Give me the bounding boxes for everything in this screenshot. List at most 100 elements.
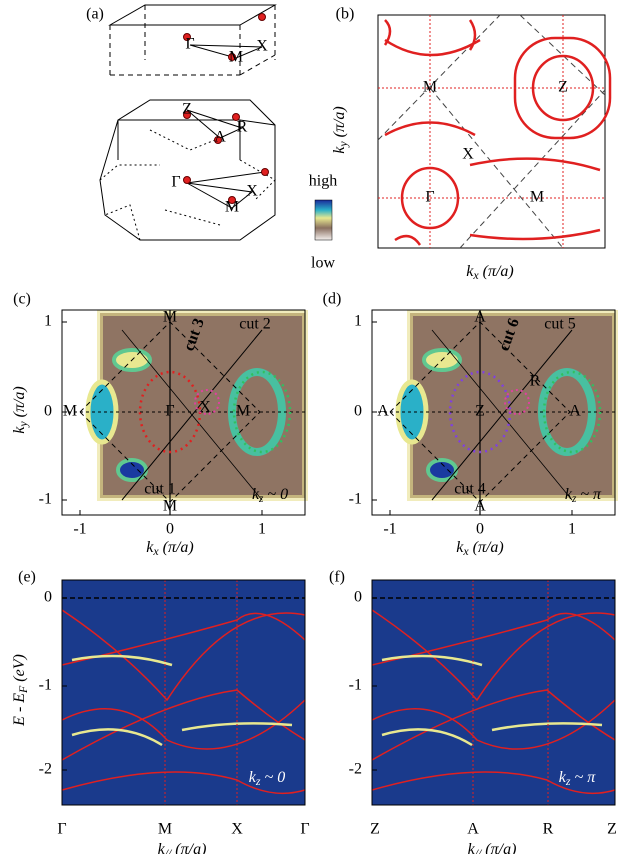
y-tick-label: 0: [44, 589, 52, 606]
x-tick-label: Γ: [300, 821, 309, 838]
subscript: x: [462, 544, 469, 558]
subscript: z: [255, 774, 261, 788]
label: low: [311, 255, 335, 272]
symmetry-point: X: [256, 38, 268, 55]
intensity-feature: [118, 460, 146, 480]
curve: [100, 160, 275, 240]
x-tick-label: 1: [568, 521, 576, 538]
unit: ~ 0: [267, 486, 288, 503]
label: (c): [13, 291, 31, 308]
subscript: x: [472, 268, 479, 282]
unit: (π/a): [11, 386, 28, 417]
label: (f): [329, 569, 345, 586]
symmetry-point: M: [163, 498, 177, 515]
curve: [110, 5, 275, 25]
point-marker: [184, 177, 191, 184]
subscript: F: [16, 685, 30, 694]
figure: (a)ΓXMZRAΓXMhighlow(b)MZXΓMkx(π/a)ky(π/a…: [0, 0, 625, 854]
symmetry-point: M: [63, 403, 77, 420]
x-tick-label: A: [467, 821, 479, 838]
colorbar: [315, 200, 332, 240]
y-tick-label: -1: [39, 677, 52, 694]
symmetry-point: Z: [182, 101, 192, 118]
y-tick-label: -2: [39, 761, 52, 778]
point-marker: [262, 169, 269, 176]
cut-label: cut 1: [144, 481, 176, 498]
symmetry-point: Z: [558, 79, 568, 96]
label: (b): [336, 6, 355, 23]
symmetry-point: Z: [475, 403, 485, 420]
axis-label: kz~ π: [565, 486, 602, 505]
symmetry-point: A: [569, 403, 581, 420]
symmetry-point: A: [474, 309, 486, 326]
symmetry-point: Γ: [165, 403, 174, 420]
unit: (eV): [11, 654, 28, 682]
symmetry-point: X: [246, 183, 258, 200]
cut-label: cut 5: [544, 316, 576, 333]
intensity-feature: [428, 460, 456, 480]
symmetry-point: R: [530, 373, 541, 390]
x-tick-label: 0: [476, 521, 484, 538]
axis-label: kz~ 0: [252, 486, 288, 505]
y-tick-label: -1: [349, 677, 362, 694]
cut-label: cut 4: [454, 481, 486, 498]
unit: (π/a): [163, 539, 194, 556]
unit: (π/a): [473, 539, 504, 556]
line: [240, 55, 275, 75]
symmetry-point: A: [214, 129, 226, 146]
label: (a): [86, 6, 104, 23]
unit: ~ π: [580, 486, 602, 503]
subscript: y: [16, 421, 30, 428]
plot-frame: [378, 15, 605, 248]
axis-label: k//(π/a): [158, 841, 207, 854]
subscript: y: [336, 141, 350, 148]
unit: ~ 0: [265, 769, 286, 786]
symmetry-point: R: [237, 119, 248, 136]
x-tick-label: Γ: [57, 821, 66, 838]
y-tick-label: 0: [354, 403, 362, 420]
unit: (π/a): [175, 841, 206, 854]
x-tick-label: R: [543, 821, 554, 838]
y-tick-label: 0: [354, 589, 362, 606]
symmetry-point: A: [474, 498, 486, 515]
y-tick-label: 1: [44, 313, 52, 330]
page: {"panels": [ {"label": "(a)", "points": …: [0, 0, 625, 854]
subscript: z: [565, 774, 571, 788]
label: (d): [323, 291, 342, 308]
x-tick-label: Z: [370, 821, 380, 838]
y-tick-label: 1: [354, 313, 362, 330]
symmetry-point: M: [163, 309, 177, 326]
axis-label: kx(π/a): [466, 263, 514, 282]
point-marker: [259, 14, 266, 21]
subscript: z: [258, 493, 264, 505]
axis-label: ky(π/a): [11, 386, 30, 434]
symmetry-point: Γ: [171, 174, 180, 191]
subscript: x: [152, 544, 159, 558]
x-tick-label: 1: [258, 521, 266, 538]
y-tick-label: -1: [39, 491, 52, 508]
symmetry-point: A: [377, 403, 389, 420]
axis-label: kz~ 0: [249, 769, 285, 788]
x-tick-label: Z: [607, 821, 617, 838]
axis-label: ky(π/a): [331, 106, 350, 154]
x-tick-label: M: [158, 821, 172, 838]
subscript: //: [164, 846, 173, 854]
x-tick-label: -1: [383, 521, 396, 538]
symmetry-point: X: [462, 146, 474, 163]
cut-label: cut 2: [239, 316, 271, 333]
symmetry-point: X: [199, 399, 211, 416]
subscript: //: [474, 846, 483, 854]
y-tick-label: -1: [349, 491, 362, 508]
symmetry-point: Γ: [185, 36, 194, 53]
axis-label: E - EF (eV): [11, 654, 30, 727]
symmetry-point: M: [236, 403, 250, 420]
symbol: E - E: [11, 693, 28, 727]
axis-label: kx(π/a): [146, 539, 194, 558]
symmetry-point: M: [225, 199, 239, 216]
unit: ~ π: [575, 769, 597, 786]
unit: (π/a): [331, 106, 348, 137]
symmetry-point: M: [229, 49, 243, 66]
x-tick-label: X: [231, 821, 243, 838]
axis-label: kz~ π: [559, 769, 596, 788]
symmetry-point: M: [530, 189, 544, 206]
